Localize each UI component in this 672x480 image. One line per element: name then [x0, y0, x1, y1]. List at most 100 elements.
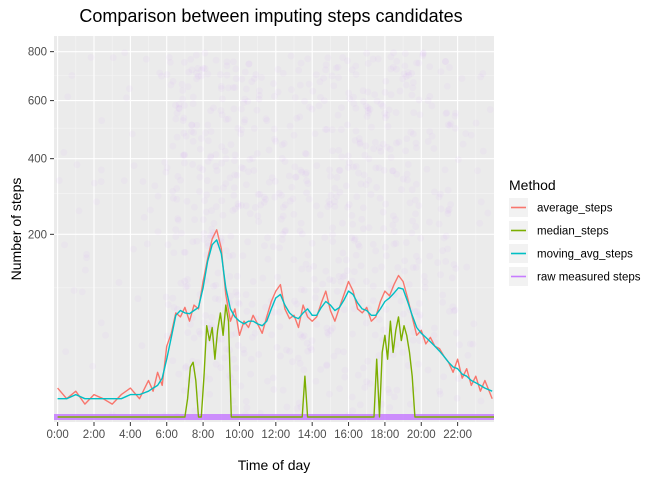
raw-point [245, 60, 253, 68]
raw-point [170, 304, 178, 311]
raw-point [259, 274, 267, 282]
raw-point [323, 126, 331, 133]
raw-point [97, 319, 105, 327]
raw-point [271, 135, 278, 143]
raw-point [234, 299, 242, 306]
raw-point [201, 65, 209, 72]
raw-point [196, 330, 204, 338]
raw-point [469, 340, 477, 348]
raw-point [173, 185, 181, 192]
raw-point [181, 387, 188, 395]
raw-point [371, 266, 379, 274]
raw-point [255, 95, 263, 103]
raw-point [184, 276, 191, 283]
raw-point [87, 54, 95, 61]
raw-point [143, 240, 151, 248]
raw-point [392, 109, 400, 116]
raw-point [231, 205, 239, 213]
raw-point [240, 349, 248, 357]
raw-point [223, 58, 231, 66]
raw-point [300, 286, 308, 294]
raw-point [202, 312, 210, 319]
raw-point [434, 259, 441, 266]
raw-point [428, 102, 436, 110]
raw-point [350, 93, 357, 101]
raw-point [344, 57, 351, 65]
raw-point [329, 147, 336, 155]
raw-point [211, 295, 219, 303]
raw-point [472, 119, 480, 127]
raw-point [443, 82, 451, 90]
raw-point [378, 263, 386, 271]
raw-point [90, 179, 98, 187]
raw-point [246, 156, 254, 163]
raw-point [322, 61, 330, 69]
raw-point [408, 186, 416, 194]
raw-point [324, 329, 331, 336]
raw-point [306, 344, 314, 351]
raw-point [476, 219, 484, 227]
raw-point [327, 192, 335, 199]
raw-point [298, 230, 306, 238]
raw-point [442, 232, 450, 240]
raw-point [390, 291, 398, 299]
raw-point [232, 364, 240, 372]
x-tick-label: 12:00 [261, 429, 290, 441]
raw-point [191, 216, 198, 224]
raw-point [188, 66, 196, 74]
raw-point [268, 174, 276, 181]
raw-point [163, 332, 171, 340]
raw-point [387, 91, 395, 99]
raw-point [293, 114, 301, 122]
raw-point [410, 109, 418, 117]
raw-point [180, 102, 188, 109]
raw-point [385, 106, 393, 114]
raw-point [366, 105, 374, 113]
raw-point [189, 93, 197, 101]
raw-point [383, 143, 391, 151]
raw-point [164, 301, 172, 309]
raw-point [231, 404, 238, 412]
raw-point [387, 65, 395, 73]
raw-point [227, 292, 235, 300]
raw-point [331, 184, 339, 192]
raw-point [444, 121, 452, 129]
raw-point [377, 100, 385, 108]
raw-point [180, 129, 188, 137]
raw-point [333, 193, 340, 200]
raw-point [184, 83, 192, 91]
raw-point [379, 102, 387, 110]
raw-point [68, 72, 76, 79]
raw-point [393, 57, 401, 65]
raw-point [232, 288, 240, 296]
raw-point [241, 68, 249, 76]
raw-point [177, 176, 184, 184]
raw-point [338, 104, 345, 112]
raw-point [415, 59, 423, 67]
raw-point [297, 219, 305, 227]
raw-point [218, 197, 226, 205]
raw-point [415, 360, 422, 368]
raw-point [344, 203, 351, 211]
raw-point [444, 186, 452, 194]
raw-point [352, 163, 360, 170]
raw-point [269, 243, 277, 251]
raw-point [406, 400, 414, 408]
raw-point [416, 337, 424, 345]
raw-point [451, 124, 459, 132]
raw-point [64, 93, 72, 101]
raw-point [264, 255, 272, 263]
raw-point [89, 362, 97, 370]
raw-point [387, 154, 395, 161]
raw-point [454, 156, 462, 164]
raw-point [426, 128, 434, 135]
raw-point [326, 200, 334, 208]
raw-point [240, 118, 248, 126]
raw-point [416, 311, 424, 319]
raw-point [285, 172, 293, 180]
raw-point [305, 195, 313, 203]
raw-point [239, 252, 247, 260]
raw-point [355, 169, 362, 177]
raw-point [194, 359, 202, 366]
raw-point [256, 190, 264, 198]
